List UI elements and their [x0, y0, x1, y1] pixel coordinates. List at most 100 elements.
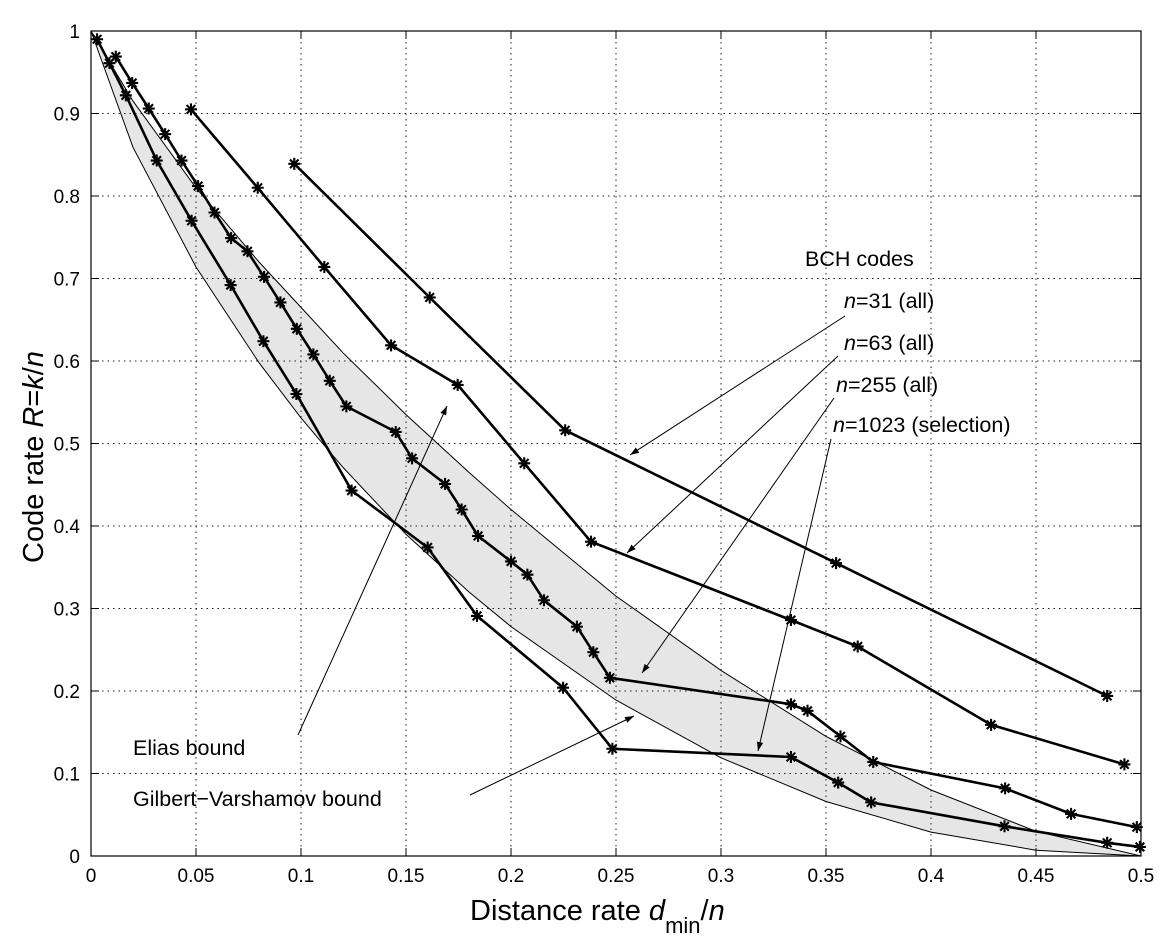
data-point-marker [251, 181, 264, 194]
data-point-marker [126, 76, 139, 89]
grid [91, 31, 1141, 856]
text-part: / [701, 895, 710, 927]
text-part: =1023 (selection) [845, 413, 1011, 437]
series-3 [91, 33, 1146, 853]
data-point-marker [834, 730, 847, 743]
data-point-marker [1118, 758, 1131, 771]
series-line [114, 55, 1138, 829]
data-point-marker [150, 154, 163, 167]
data-point-marker [406, 452, 419, 465]
data-point-marker [559, 424, 572, 437]
plot-frame [90, 30, 1142, 857]
y-tick-label: 0 [69, 847, 80, 868]
y-tick-label: 0.1 [54, 765, 80, 786]
data-point-marker [224, 279, 237, 292]
data-point-marker [830, 557, 843, 570]
text-part: / [18, 366, 50, 375]
data-point-marker [832, 776, 845, 789]
series-line [95, 38, 1141, 849]
data-point-marker [208, 206, 221, 219]
y-tick-label: 0.3 [54, 600, 80, 621]
data-point-marker [521, 568, 534, 581]
data-point-marker [184, 103, 197, 116]
data-point-marker [423, 291, 436, 304]
text-part: R [18, 407, 50, 428]
data-point-marker [603, 671, 616, 684]
data-point-marker [455, 503, 468, 516]
arrow-gv [469, 715, 635, 796]
x-tick-label: 0.05 [178, 866, 215, 887]
annotation-n1023: n=1023 (selection) [833, 413, 1011, 437]
arrow-n63 [626, 355, 839, 554]
data-point-marker [290, 322, 303, 335]
annotation-n31: n=31 (all) [844, 289, 934, 313]
data-point-marker [606, 742, 619, 755]
text-part: n [836, 373, 848, 397]
annotation-gv: Gilbert−Varshamov bound [133, 787, 382, 811]
data-point-marker [784, 698, 797, 711]
data-point-marker [225, 232, 238, 245]
x-tick-label: 0.5 [1128, 866, 1154, 887]
data-point-marker [801, 704, 814, 717]
data-point-marker [851, 640, 864, 653]
data-point-marker [318, 260, 331, 273]
data-point-marker [585, 535, 598, 548]
text-part: =31 (all) [856, 289, 934, 313]
series-1 [184, 103, 1131, 771]
data-point-marker [119, 89, 132, 102]
data-point-marker [557, 681, 570, 694]
x-tick-label: 0.4 [918, 866, 945, 887]
y-tick-label: 0.4 [54, 517, 81, 538]
text-part: = [18, 390, 50, 407]
y-tick-label: 0.2 [54, 682, 80, 703]
y-axis-title: Code rate R=k/n [18, 351, 50, 563]
text-part: n [844, 331, 856, 355]
data-point-marker [103, 57, 116, 70]
data-point-marker [389, 425, 402, 438]
data-point-marker [867, 755, 880, 768]
annotation-n255: n=255 (all) [836, 373, 938, 397]
data-point-marker [1130, 821, 1143, 834]
text-part: min [665, 913, 700, 938]
text-part: =63 (all) [856, 331, 934, 355]
text-part: BCH codes [805, 247, 914, 271]
data-point-marker [288, 157, 301, 170]
text-part: n [709, 895, 725, 927]
x-tick-label: 0.1 [288, 866, 314, 887]
x-tick-label: 0 [86, 866, 97, 887]
data-point-marker [1101, 836, 1114, 849]
bch-series [91, 33, 1146, 853]
data-point-marker [999, 782, 1012, 795]
text-part: n [833, 413, 845, 437]
data-point-marker [175, 154, 188, 167]
data-point-marker [142, 102, 155, 115]
data-point-marker [257, 335, 270, 348]
data-point-marker [258, 270, 271, 283]
data-point-marker [274, 296, 287, 309]
data-point-marker [421, 541, 434, 554]
text-part: n [844, 289, 856, 313]
text-part: k [18, 374, 50, 390]
data-point-marker [1065, 807, 1078, 820]
data-point-marker [537, 594, 550, 607]
data-point-marker [109, 50, 122, 63]
data-point-marker [192, 180, 205, 193]
arrow-n255 [641, 397, 835, 674]
data-point-marker [385, 339, 398, 352]
annotation-elias: Elias bound [133, 736, 245, 760]
data-point-marker [1101, 689, 1114, 702]
data-point-marker [340, 400, 353, 413]
x-tick-label: 0.2 [498, 866, 524, 887]
data-point-marker [185, 214, 198, 227]
arrow-elias [297, 405, 448, 736]
data-point-marker [865, 796, 878, 809]
tick-labels: 0 0.05 0.1 0.15 0.2 0.25 0.3 0.35 0.4 0.45 0.5 0 0.1… [54, 22, 1155, 887]
y-tick-label: 0.5 [54, 435, 80, 456]
data-point-marker [518, 457, 531, 470]
series-0 [288, 157, 1114, 702]
data-point-marker [159, 128, 172, 141]
data-point-marker [784, 614, 797, 627]
text-part: Gilbert−Varshamov bound [133, 787, 382, 811]
